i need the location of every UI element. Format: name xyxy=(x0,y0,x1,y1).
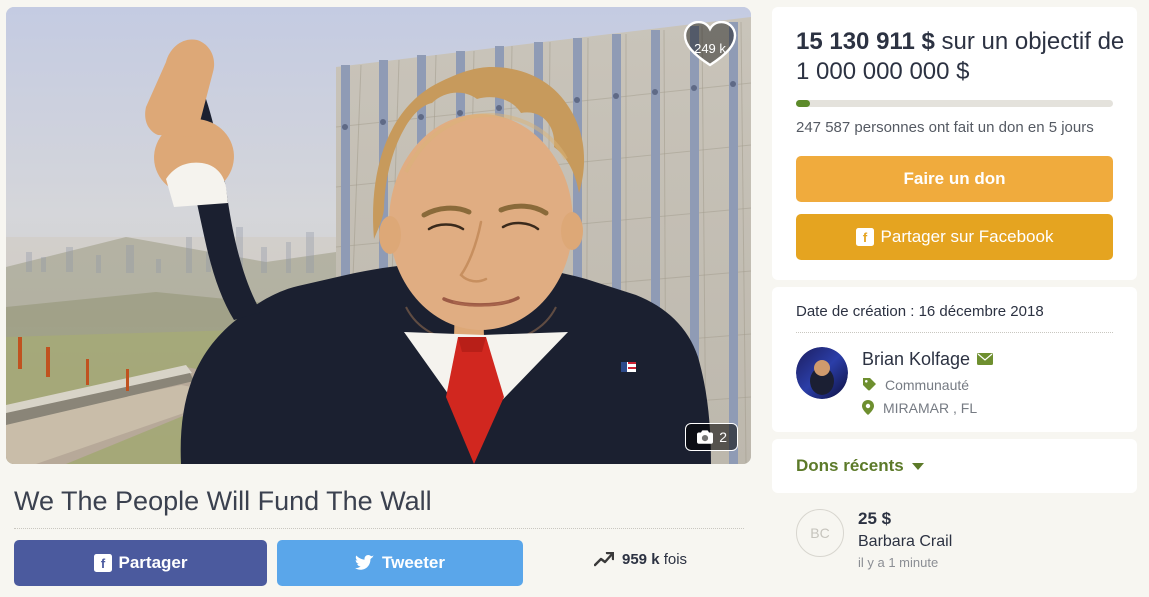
svg-text:f: f xyxy=(100,556,105,571)
svg-text:f: f xyxy=(862,230,867,245)
